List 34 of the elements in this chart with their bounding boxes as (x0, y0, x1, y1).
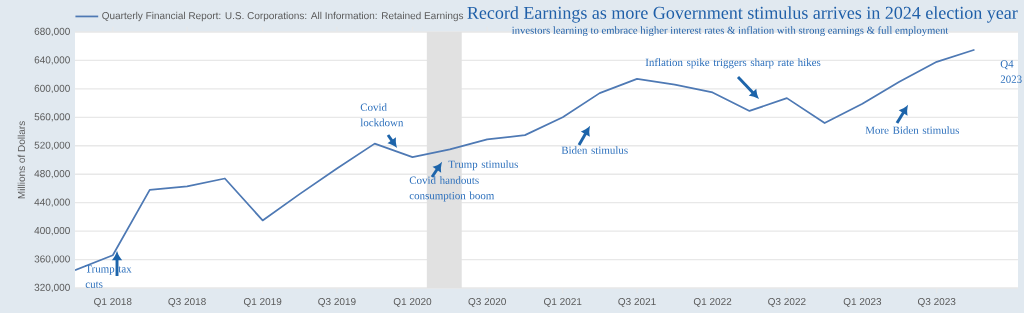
y-axis-title: Millions of Dollars (17, 121, 26, 199)
chart-subtitle: investors learning to embrace higher interest rates & inflation with strong earnings & full employment (511, 26, 949, 37)
x-tick-label: Q1 2023 (843, 298, 882, 307)
y-tick-label: 600,000 (34, 84, 70, 94)
annotation: Inflation spike triggers sharp rate hikes (645, 58, 821, 69)
y-tick-label: 560,000 (34, 113, 70, 122)
y-tick-label: 320,000 (34, 283, 70, 293)
x-tick-label: Q1 2021 (544, 298, 582, 307)
x-tick-label: Q1 2020 (393, 298, 432, 307)
x-tick-label: Q3 2021 (618, 298, 656, 307)
legend-label: Quarterly Financial Report: U.S. Corporations: All Information: Retained Earnings (102, 11, 464, 22)
x-tick-label: Q1 2018 (94, 298, 132, 307)
x-tick-label: Q3 2023 (918, 298, 956, 307)
x-tick-label: Q3 2019 (318, 298, 356, 307)
y-tick-label: 440,000 (34, 198, 70, 207)
annotation: Q4 2023 (1000, 60, 1022, 83)
y-tick-label: 520,000 (34, 141, 70, 150)
annotation: Covid lockdown (360, 103, 404, 127)
x-tick-label: Q3 2020 (468, 298, 506, 307)
x-tick-label: Q1 2022 (693, 298, 732, 307)
x-tick-label: Q3 2018 (168, 298, 206, 307)
y-tick-label: 680,000 (34, 27, 70, 37)
y-tick-label: 640,000 (34, 56, 70, 65)
x-tick-label: Q1 2019 (243, 298, 282, 307)
x-tick-label: Q3 2022 (768, 298, 806, 307)
y-tick-label: 480,000 (34, 170, 70, 179)
annotation: Covid handouts consumption boom (409, 176, 495, 202)
y-tick-label: 400,000 (34, 226, 70, 236)
annotation: More Biden stimulus (865, 126, 960, 134)
y-tick-label: 360,000 (34, 255, 70, 264)
annotation: Trump tax cuts (85, 265, 132, 288)
annotation: Biden stimulus (561, 146, 628, 154)
chart-title: Record Earnings as more Government stimulus arrives in 2024 election year (467, 6, 1018, 23)
annotation: Trump stimulus (448, 160, 518, 171)
